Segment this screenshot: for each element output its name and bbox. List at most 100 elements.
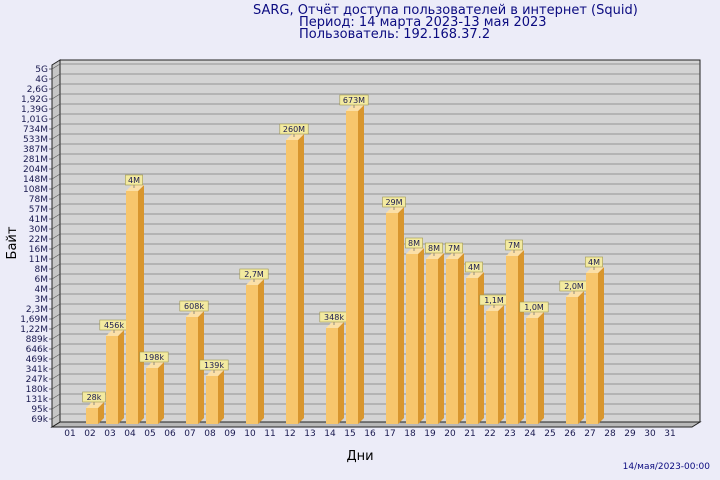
x-tick-label: 08 bbox=[204, 429, 216, 439]
bar-side bbox=[598, 267, 604, 424]
bar-side bbox=[138, 185, 144, 424]
data-label-box bbox=[139, 351, 169, 363]
data-label-box bbox=[239, 268, 269, 280]
x-tick-label: 15 bbox=[344, 429, 355, 439]
y-tick-label: 247k bbox=[26, 375, 49, 385]
bar bbox=[446, 259, 458, 424]
bar-side bbox=[538, 312, 544, 424]
grid-line bbox=[51, 123, 700, 130]
y-tick-label: 180k bbox=[26, 385, 49, 395]
y-tick-label: 30M bbox=[29, 225, 48, 235]
y-tick-label: 1,92G bbox=[21, 95, 48, 105]
y-tick-label: 57M bbox=[29, 205, 48, 215]
data-label: 673M bbox=[343, 96, 365, 105]
bar-side bbox=[298, 134, 304, 424]
y-tick-label: 387M bbox=[23, 145, 48, 155]
y-tick-label: 204M bbox=[23, 165, 48, 175]
bar bbox=[206, 376, 218, 424]
grid-line bbox=[51, 293, 700, 300]
x-tick-label: 22 bbox=[484, 429, 495, 439]
bar bbox=[186, 317, 198, 424]
grid-line bbox=[51, 173, 700, 180]
bar bbox=[106, 336, 118, 424]
bar-side bbox=[398, 207, 404, 424]
grid-line bbox=[51, 213, 700, 220]
x-tick-label: 01 bbox=[64, 429, 75, 439]
data-label: 139k bbox=[204, 361, 224, 370]
data-label: 608k bbox=[184, 302, 204, 311]
bar bbox=[146, 368, 158, 424]
x-tick-label: 10 bbox=[244, 429, 256, 439]
x-tick-label: 12 bbox=[284, 429, 295, 439]
x-tick-label: 02 bbox=[84, 429, 95, 439]
bar-top bbox=[346, 105, 364, 111]
data-label: 7M bbox=[508, 241, 520, 250]
bar-side bbox=[418, 248, 424, 424]
grid-line bbox=[51, 73, 700, 80]
bar bbox=[506, 256, 518, 424]
bar-top bbox=[386, 207, 404, 213]
data-label-box bbox=[405, 237, 423, 249]
bar-side bbox=[118, 330, 124, 424]
x-tick-label: 23 bbox=[504, 429, 515, 439]
grid-line bbox=[51, 193, 700, 200]
x-tick-label: 20 bbox=[444, 429, 456, 439]
bar-side bbox=[478, 272, 484, 424]
grid-line bbox=[51, 183, 700, 190]
data-label: 456k bbox=[104, 321, 124, 330]
x-tick-label: 07 bbox=[184, 429, 195, 439]
y-tick-label: 95k bbox=[31, 405, 48, 415]
y-tick-label: 889k bbox=[26, 335, 49, 345]
data-label-box bbox=[339, 94, 369, 106]
x-tick-label: 25 bbox=[544, 429, 555, 439]
y-tick-label: 281M bbox=[23, 155, 48, 165]
grid-line bbox=[51, 133, 700, 140]
bar-top bbox=[126, 185, 144, 191]
grid-line bbox=[51, 223, 700, 230]
x-tick-label: 06 bbox=[164, 429, 176, 439]
bar bbox=[426, 259, 438, 424]
bar bbox=[586, 273, 598, 424]
grid-line bbox=[51, 143, 700, 150]
data-label-box bbox=[465, 261, 483, 273]
grid-line bbox=[51, 83, 700, 90]
y-tick-label: 16M bbox=[29, 245, 48, 255]
x-tick-label: 13 bbox=[304, 429, 315, 439]
data-label-box bbox=[125, 174, 143, 186]
data-label: 28k bbox=[87, 393, 102, 402]
y-tick-label: 6M bbox=[35, 275, 49, 285]
grid-line bbox=[51, 93, 700, 100]
bar bbox=[86, 408, 98, 424]
y-tick-label: 4G bbox=[35, 75, 48, 85]
bar-top bbox=[186, 311, 204, 317]
x-tick-label: 28 bbox=[604, 429, 616, 439]
x-tick-label: 30 bbox=[644, 429, 656, 439]
x-tick-label: 27 bbox=[584, 429, 595, 439]
bar-side bbox=[458, 253, 464, 424]
y-tick-label: 108M bbox=[23, 185, 48, 195]
y-tick-label: 148M bbox=[23, 175, 48, 185]
report-user: Пользователь: 192.168.37.2 bbox=[299, 27, 491, 42]
bar bbox=[406, 254, 418, 424]
y-tick-label: 734M bbox=[23, 125, 48, 135]
grid-line bbox=[51, 163, 700, 170]
data-label: 1,0M bbox=[524, 303, 544, 312]
bar bbox=[246, 285, 258, 424]
x-tick-label: 17 bbox=[384, 429, 395, 439]
bar-top bbox=[566, 291, 584, 297]
bar bbox=[346, 111, 358, 424]
x-tick-label: 31 bbox=[664, 429, 675, 439]
data-label-box bbox=[179, 300, 209, 312]
grid-line bbox=[51, 103, 700, 110]
data-label: 4M bbox=[468, 263, 480, 272]
x-tick-label: 21 bbox=[464, 429, 475, 439]
bar-top bbox=[206, 370, 224, 376]
x-tick-label: 26 bbox=[564, 429, 576, 439]
data-label-box bbox=[425, 242, 443, 254]
y-tick-label: 78M bbox=[29, 195, 48, 205]
data-label-box bbox=[519, 301, 549, 313]
bar bbox=[326, 328, 338, 424]
data-label-box bbox=[382, 196, 406, 208]
